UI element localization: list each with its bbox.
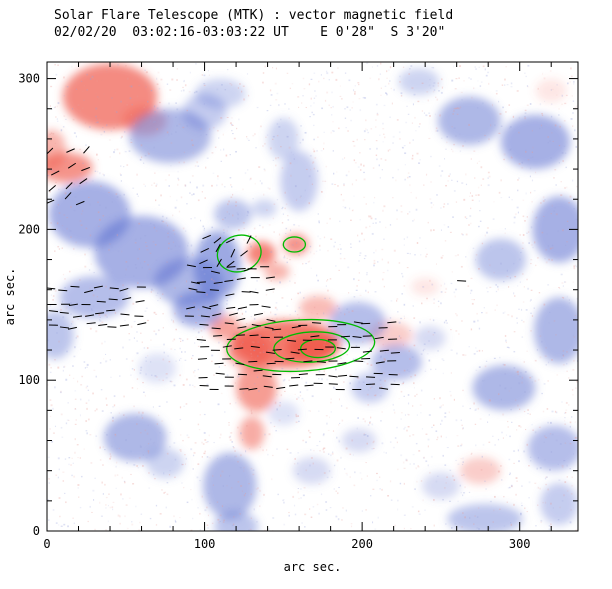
x-tick-label: 100 [194,537,216,551]
y-axis-title: arc sec. [3,268,17,326]
x-axis-title: arc sec. [284,560,342,574]
y-tick-label: 100 [18,373,40,387]
y-tick-label: 200 [18,222,40,236]
y-tick-label: 0 [33,524,40,538]
x-tick-label: 200 [351,537,373,551]
magnetogram-layer [36,64,586,542]
x-tick-label: 300 [509,537,531,551]
x-tick-label: 0 [43,537,50,551]
y-tick-label: 300 [18,72,40,86]
